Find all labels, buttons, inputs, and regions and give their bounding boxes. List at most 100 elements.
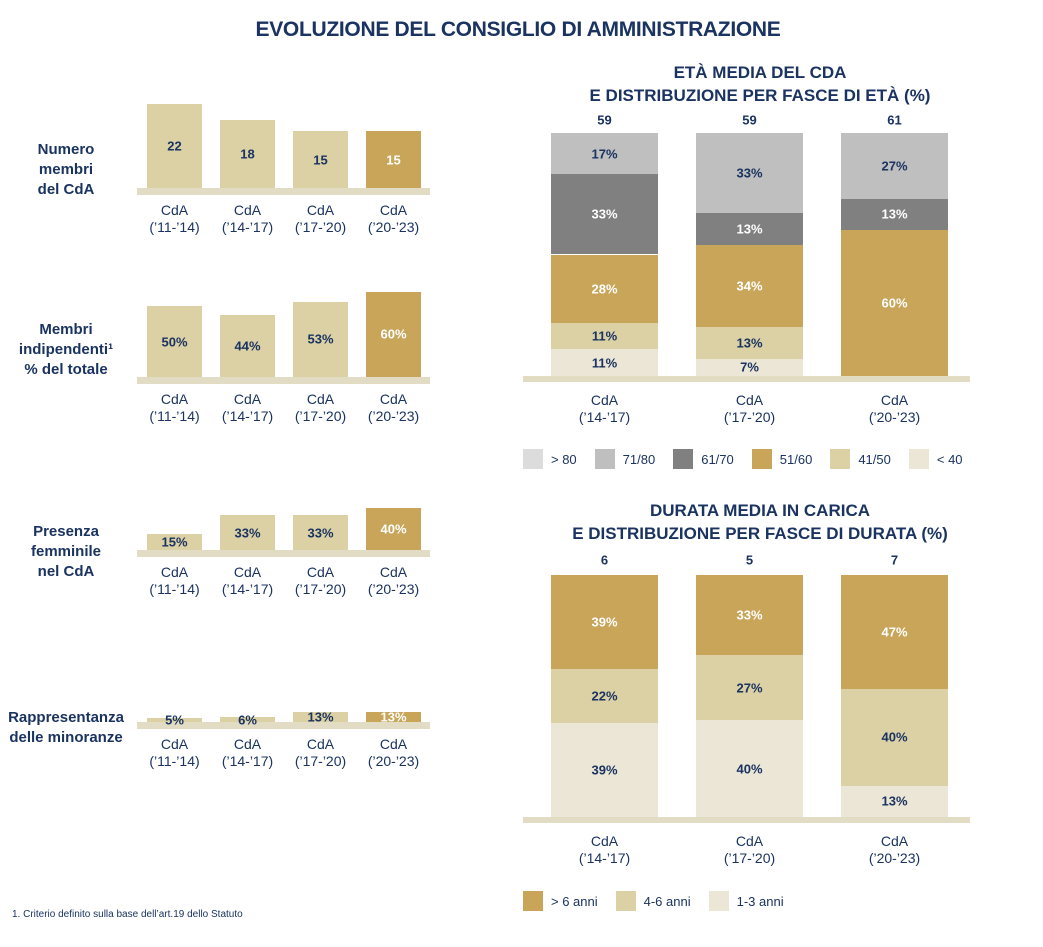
legend-item: 71/80 [594, 449, 656, 469]
category-label: CdA (’17-’20) [723, 833, 776, 866]
bar-segment [696, 720, 803, 817]
baseline [137, 188, 430, 195]
legend-swatch [751, 449, 772, 469]
value-label: 13% [736, 221, 763, 237]
bar [293, 711, 348, 722]
average-label: 61 [887, 112, 902, 128]
legend-swatch [615, 891, 636, 911]
category-label: CdA (’20-’23) [367, 736, 420, 769]
legend-item: 4-6 anni [615, 891, 691, 911]
category-label: CdA (’11-’14) [149, 202, 200, 235]
category-label: CdA (’14-’17) [221, 564, 274, 597]
value-label: 50% [161, 334, 188, 349]
value-label: 53% [307, 331, 334, 347]
bar-segment [841, 575, 948, 689]
category-label: CdA (’14-’17) [578, 833, 631, 866]
value-label: 60% [380, 326, 407, 342]
value-label: 33% [307, 525, 334, 541]
bar-segment [696, 244, 803, 328]
baseline [523, 817, 970, 823]
row-label: Presenza femminile nel CdA [30, 523, 102, 580]
category-label: CdA (’20-’23) [367, 391, 420, 424]
legend-label: 1-3 anni [736, 893, 784, 909]
value-label: 17% [591, 146, 618, 162]
bar [220, 119, 275, 188]
value-label: 22 [167, 138, 182, 154]
value-label: 22% [591, 688, 618, 704]
category-label: CdA (’14-’17) [221, 736, 274, 769]
value-label: 15 [386, 152, 401, 167]
value-label: 44% [234, 338, 261, 354]
bar [220, 717, 275, 722]
row-label: Numero membri del CdA [37, 141, 95, 198]
bar-segment [696, 654, 803, 721]
bar-segment [551, 174, 658, 255]
value-label: 33% [736, 165, 763, 181]
value-label: 47% [881, 624, 908, 640]
category-label: CdA (’11-’14) [149, 391, 200, 424]
value-label: 27% [881, 158, 908, 174]
footnote: 1. Criterio definito sulla base dell’art… [12, 909, 243, 920]
value-label: 40% [380, 521, 407, 537]
legend-label: 71/80 [622, 451, 656, 467]
value-label: 5% [165, 712, 184, 728]
legend-item: 41/50 [830, 449, 891, 469]
legend-item: 1-3 anni [708, 891, 784, 911]
bar-segment [696, 327, 803, 359]
legend-swatch [830, 449, 851, 469]
legend-item: > 6 anni [523, 891, 598, 911]
row-label: Membri indipendenti¹ % del totale [18, 321, 114, 378]
average-label: 7 [890, 552, 899, 568]
bar [220, 314, 275, 377]
legend-label: 61/70 [701, 451, 734, 467]
bar [293, 515, 348, 550]
bar [366, 131, 421, 188]
bar-segment [551, 349, 658, 376]
row-label: Rappresentanza delle minoranze [8, 709, 124, 746]
value-label: 40% [881, 729, 908, 745]
bar-segment [841, 785, 948, 817]
legend: > 80 71/80 61/70 51/60 41/50 < 40 [523, 449, 963, 469]
category-label: CdA (’17-’20) [294, 391, 347, 424]
value-label: 33% [736, 607, 763, 623]
legend-swatch [673, 449, 694, 469]
category-label: CdA (’11-’14) [149, 564, 200, 597]
bar [293, 301, 348, 377]
category-label: CdA (’17-’20) [294, 564, 347, 597]
value-label: 33% [234, 525, 261, 541]
legend-swatch [523, 449, 543, 469]
legend-swatch [708, 891, 729, 911]
legend-label: 4-6 anni [643, 893, 691, 909]
average-label: 59 [597, 112, 612, 128]
category-label: CdA (’17-’20) [723, 392, 776, 425]
value-label: 13% [881, 206, 908, 222]
value-label: 18 [240, 146, 255, 162]
category-label: CdA (’17-’20) [294, 202, 347, 235]
legend-swatch [594, 449, 615, 469]
legend-label: > 80 [551, 451, 577, 467]
legend-label: < 40 [936, 451, 963, 467]
value-label: 40% [736, 761, 763, 777]
bar-segment [551, 133, 658, 175]
baseline [523, 376, 970, 382]
bar [366, 711, 421, 722]
chart-title: ETÀ MEDIA DEL CDA E DISTRIBUZIONE PER FA… [589, 63, 931, 105]
value-label: 11% [591, 328, 618, 344]
category-label: CdA (’17-’20) [294, 736, 347, 769]
category-label: CdA (’14-’17) [221, 202, 274, 235]
category-label: CdA (’14-’17) [578, 392, 631, 425]
bar-segment [551, 322, 658, 350]
page-title: EVOLUZIONE DEL CONSIGLIO DI AMMINISTRAZI… [255, 18, 781, 41]
baseline [137, 722, 430, 729]
legend-item: > 80 [523, 449, 577, 469]
legend-item: 61/70 [673, 449, 734, 469]
bar-segment [551, 669, 658, 723]
bar [220, 515, 275, 550]
baseline [137, 377, 430, 384]
legend-label: 51/60 [779, 451, 813, 467]
value-label: 39% [591, 614, 618, 630]
category-label: CdA (’14-’17) [221, 391, 274, 424]
bar [147, 534, 202, 550]
bar [147, 306, 202, 377]
